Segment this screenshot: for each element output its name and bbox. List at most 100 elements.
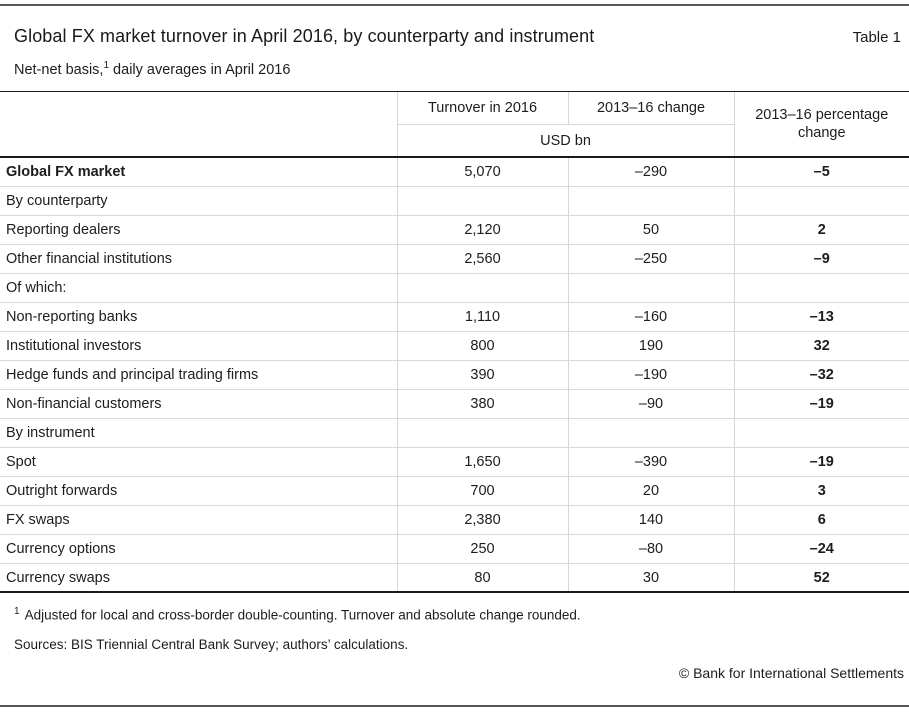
col-header-pct-change: 2013–16 percentage change: [733, 90, 909, 158]
turnover-value: 2,120: [396, 215, 568, 245]
change-value: [567, 418, 734, 448]
table-body: Global FX market 5,070 –290 –5 By counte…: [0, 157, 909, 594]
row-label: By instrument: [0, 418, 397, 448]
copyright-line: © Bank for International Settlements: [678, 664, 904, 681]
row-label: Institutional investors: [0, 331, 397, 361]
row-label: Currency swaps: [0, 563, 397, 594]
col-header-turnover: Turnover in 2016: [396, 90, 568, 125]
turnover-value: 1,650: [396, 447, 568, 477]
turnover-value: [396, 418, 568, 448]
top-rule: [0, 4, 909, 6]
turnover-value: 1,110: [396, 302, 568, 332]
change-value: –90: [567, 389, 734, 419]
change-value: 50: [567, 215, 734, 245]
turnover-value: 800: [396, 331, 568, 361]
row-label: FX swaps: [0, 505, 397, 535]
table-row: Of which:: [0, 273, 909, 303]
table-row: Outright forwards 700 20 3: [0, 476, 909, 506]
change-value: –190: [567, 360, 734, 390]
table-row: Other financial institutions 2,560 –250 …: [0, 244, 909, 274]
table-row: Currency options 250 –80 –24: [0, 534, 909, 564]
row-label: Currency options: [0, 534, 397, 564]
table-row: Spot 1,650 –390 –19: [0, 447, 909, 477]
col-header-unit: USD bn: [396, 124, 734, 158]
turnover-value: 700: [396, 476, 568, 506]
change-value: –390: [567, 447, 734, 477]
change-value: [567, 273, 734, 303]
pct-change-value: –13: [733, 302, 909, 332]
subtitle-footnote-ref: 1: [103, 60, 110, 71]
table-row: FX swaps 2,380 140 6: [0, 505, 909, 535]
table-row: Reporting dealers 2,120 50 2: [0, 215, 909, 245]
turnover-value: 2,560: [396, 244, 568, 274]
turnover-value: [396, 186, 568, 216]
change-value: [567, 186, 734, 216]
turnover-value: 80: [396, 563, 568, 594]
table-row: Non-financial customers 380 –90 –19: [0, 389, 909, 419]
pct-change-value: –32: [733, 360, 909, 390]
pct-change-value: 52: [733, 563, 909, 594]
row-label: Global FX market: [0, 157, 397, 187]
pct-change-value: [733, 418, 909, 448]
pct-change-value: –24: [733, 534, 909, 564]
row-label: Spot: [0, 447, 397, 477]
footnote-marker: 1: [14, 606, 20, 618]
pct-change-value: 3: [733, 476, 909, 506]
pct-change-value: 32: [733, 331, 909, 361]
table-row: Non-reporting banks 1,110 –160 –13: [0, 302, 909, 332]
header-row-1: Turnover in 2016 2013–16 change 2013–16 …: [0, 90, 909, 158]
pct-change-value: –19: [733, 447, 909, 477]
row-label: Non-financial customers: [0, 389, 397, 419]
table-row: Institutional investors 800 190 32: [0, 331, 909, 361]
row-label: Non-reporting banks: [0, 302, 397, 332]
turnover-value: [396, 273, 568, 303]
table-row: By counterparty: [0, 186, 909, 216]
turnover-value: 380: [396, 389, 568, 419]
row-label: Other financial institutions: [0, 244, 397, 274]
change-value: 30: [567, 563, 734, 594]
page-title: Global FX market turnover in April 2016,…: [14, 26, 595, 46]
subtitle: Net-net basis,1 daily averages in April …: [0, 47, 909, 78]
subtitle-text: Net-net basis,: [14, 61, 104, 78]
change-value: –290: [567, 157, 734, 187]
change-value: –250: [567, 244, 734, 274]
change-value: 190: [567, 331, 734, 361]
table-row: Global FX market 5,070 –290 –5: [0, 157, 909, 187]
turnover-value: 390: [396, 360, 568, 390]
col-header-change: 2013–16 change: [567, 90, 734, 125]
change-value: 140: [567, 505, 734, 535]
table-number-label: Table 1: [852, 29, 901, 46]
footnote-text: Adjusted for local and cross-border doub…: [24, 607, 581, 623]
pct-change-value: 2: [733, 215, 909, 245]
change-value: –80: [567, 534, 734, 564]
pct-change-value: [733, 273, 909, 303]
table-row: By instrument: [0, 418, 909, 448]
sources-line: Sources: BIS Triennial Central Bank Surv…: [14, 636, 409, 652]
pct-change-value: 6: [733, 505, 909, 535]
table-row: Currency swaps 80 30 52: [0, 563, 909, 594]
pct-change-value: –5: [733, 157, 909, 187]
bottom-rule: [0, 705, 909, 707]
fx-turnover-table: Turnover in 2016 2013–16 change 2013–16 …: [0, 90, 909, 594]
header-row-2: USD bn: [0, 124, 909, 158]
row-label: Hedge funds and principal trading firms: [0, 360, 397, 390]
row-label: Of which:: [0, 273, 397, 303]
turnover-value: 5,070: [396, 157, 568, 187]
header-empty-cell: [0, 90, 397, 158]
pct-change-value: [733, 186, 909, 216]
turnover-value: 2,380: [396, 505, 568, 535]
row-label: By counterparty: [0, 186, 397, 216]
pct-change-value: –19: [733, 389, 909, 419]
table-row: Hedge funds and principal trading firms …: [0, 360, 909, 390]
row-label: Reporting dealers: [0, 215, 397, 245]
footnote: 1 Adjusted for local and cross-border dou…: [0, 593, 909, 623]
subtitle-text-suffix: daily averages in April 2016: [109, 61, 291, 78]
row-label: Outright forwards: [0, 476, 397, 506]
pct-change-value: –9: [733, 244, 909, 274]
change-value: 20: [567, 476, 734, 506]
table-header: Turnover in 2016 2013–16 change 2013–16 …: [0, 90, 909, 158]
title-row: Global FX market turnover in April 2016,…: [0, 6, 909, 47]
change-value: –160: [567, 302, 734, 332]
turnover-value: 250: [396, 534, 568, 564]
